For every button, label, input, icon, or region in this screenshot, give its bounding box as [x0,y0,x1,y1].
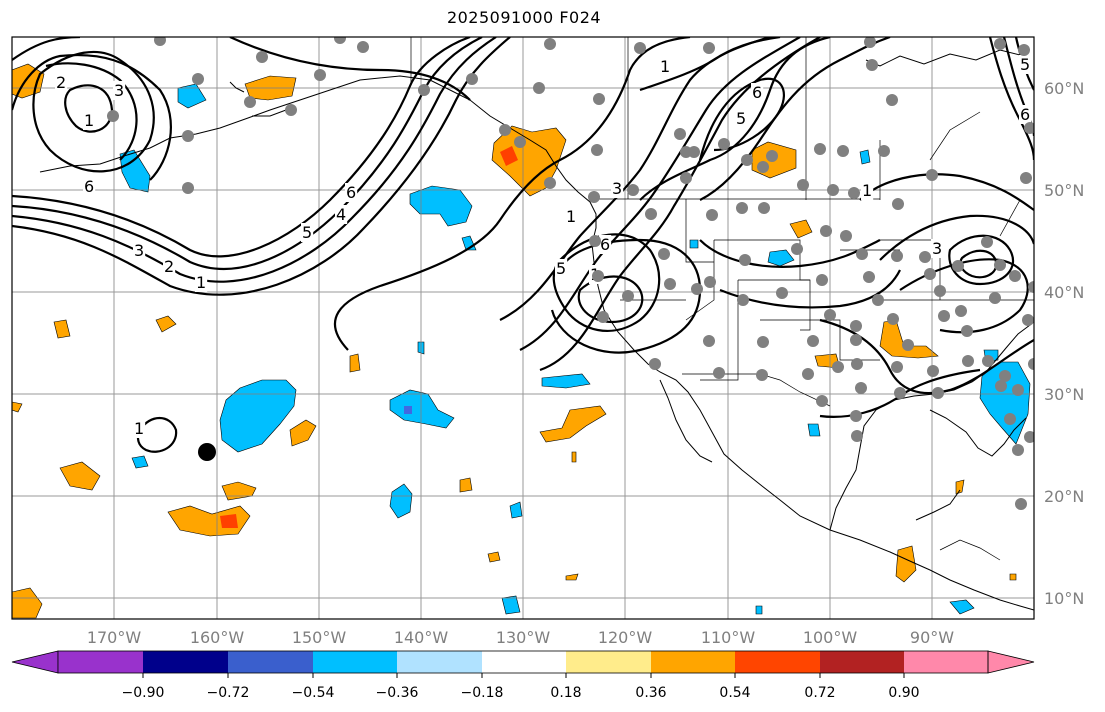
contour-label-background [133,241,146,260]
colorbar-tick-label: 0.18 [550,685,581,701]
colorbar-bin [651,651,735,673]
contour-label-group: 2 1 3 6 3 2 1 5 4 6 1 3 5 6 1 5 6 3 1 1 … [55,55,1032,438]
contour-label: 5 [302,223,312,242]
contour-label-background [565,207,578,226]
contour-label-background [113,81,126,100]
contour-label: 1 [862,181,872,200]
colorbar-tick-label: −0.54 [292,685,335,701]
lon-tick-label: 120°W [598,628,653,647]
contour-label: 3 [114,81,124,100]
colorbar-tick-label: 0.54 [719,685,750,701]
lon-tick-label: 130°W [496,628,551,647]
contour-label-background [751,83,764,102]
contour-label-background [1019,55,1032,74]
contour-label-background [195,273,208,292]
colorbar-tick-label: −0.18 [461,685,504,701]
strong-positive-anomaly-areas [220,146,518,528]
contour-label: 5 [556,259,566,278]
colorbar-max-extend [987,650,1035,674]
colorbar-tick-label: −0.72 [207,685,250,701]
contour-label-background [163,257,176,276]
contour-label-background [555,259,568,278]
contour-label: 5 [1020,55,1030,74]
contour-label-background [735,109,748,128]
lon-tick-label: 100°W [803,628,858,647]
lat-tick-label: 50°N [1044,181,1084,200]
contour-label-background [861,181,874,200]
colorbar-bin [397,651,482,673]
lat-tick-label: 10°N [1044,589,1084,608]
lat-tick-label: 40°N [1044,283,1084,302]
map-title: 2025091000 F024 [446,8,602,27]
contour-label-background [55,73,68,92]
negative-anomaly-areas [119,83,1031,615]
colorbar-bin [820,651,904,673]
contour-label: 1 [134,419,144,438]
longitude-axis: 170°W 160°W 150°W 140°W 130°W 120°W 110°… [87,628,954,647]
contour-label-background [301,223,314,242]
contour-label-background [83,177,96,196]
contour-label: 3 [134,241,144,260]
colorbar-min-extend [11,650,59,674]
lon-tick-label: 160°W [190,628,245,647]
station-markers [107,37,1034,510]
contour-label: 1 [84,111,94,130]
colorbar-tick-label: −0.90 [122,685,165,701]
contour-label-background [931,239,944,258]
contour-label: 1 [196,273,206,292]
contour-label-background [1019,105,1032,124]
colorbar-tick-label: 0.36 [635,685,666,701]
map-frame [11,36,1035,620]
contour-label: 3 [612,179,622,198]
contour-label-background [133,419,146,438]
contour-label: 6 [600,235,610,254]
contour-label-background [335,205,348,224]
colorbar-bin [482,651,566,673]
colorbar-bin [904,651,988,673]
colorbar-tick-label: 0.72 [804,685,835,701]
contour-label-background [611,179,624,198]
lat-tick-label: 20°N [1044,487,1084,506]
strong-negative-anomaly-areas [404,406,412,414]
contour-label: 6 [1020,105,1030,124]
lon-tick-label: 140°W [394,628,449,647]
lon-tick-label: 90°W [910,628,954,647]
contour-label-background [83,111,96,130]
political-borders [410,37,1034,561]
contour-label: 6 [346,183,356,202]
graticule [12,37,1034,619]
contour-label: 6 [752,83,762,102]
colorbar-tick-label: −0.36 [376,685,419,701]
colorbar: −0.90 −0.72 −0.54 −0.36 −0.18 0.18 0.36 … [11,650,1035,701]
colorbar-frame [57,650,989,674]
lon-tick-label: 150°W [292,628,347,647]
colorbar-bin [313,651,397,673]
lon-tick-label: 110°W [701,628,756,647]
latitude-axis: 60°N 50°N 40°N 30°N 20°N 10°N [1044,79,1084,608]
contour-label-background [345,183,358,202]
contour-label: 3 [932,239,942,258]
colorbar-tick-label: 0.90 [888,685,919,701]
lat-tick-label: 30°N [1044,385,1084,404]
lat-tick-label: 60°N [1044,79,1084,98]
colorbar-bin [143,651,228,673]
center-marker [198,443,216,461]
contour-label-background [599,235,612,254]
contour-label: 2 [164,257,174,276]
contour-label-background [659,57,672,76]
lon-tick-label: 170°W [87,628,142,647]
contour-label: 4 [336,205,346,224]
contour-label: 1 [660,57,670,76]
colorbar-bin [228,651,313,673]
colorbar-bin [735,651,820,673]
colorbar-bin [566,651,651,673]
contour-label: 6 [84,177,94,196]
contour-label: 5 [736,109,746,128]
colorbar-bin [58,651,143,673]
contour-label: 1 [566,207,576,226]
contour-label: 2 [56,73,66,92]
